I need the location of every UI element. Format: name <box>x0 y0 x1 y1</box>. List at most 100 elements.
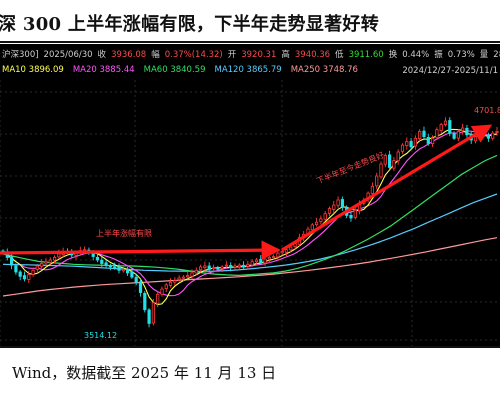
candle-body <box>426 137 430 144</box>
candle-body <box>198 266 203 271</box>
candle-body <box>27 274 31 280</box>
date-range-label: 2024/12/27-2025/11/1 <box>402 66 498 76</box>
candle-body <box>443 120 448 125</box>
candle-body <box>340 199 345 208</box>
first-half-label: 上半年涨幅有限 <box>96 228 152 238</box>
candle-body <box>276 252 280 258</box>
header-field: 振 <box>434 49 443 60</box>
ma60-line <box>2 154 498 277</box>
candle-body <box>370 185 375 194</box>
candle-body <box>491 132 495 139</box>
low-price-label: 3514.12 <box>84 331 117 340</box>
candle-body <box>53 256 57 261</box>
candle-body <box>229 265 233 269</box>
high-price-label: 4701.8 <box>474 106 500 115</box>
candle-body <box>224 264 228 267</box>
candle-body <box>246 263 250 267</box>
candle-body <box>211 267 216 270</box>
candle-body <box>254 259 259 263</box>
candle-body <box>151 302 155 324</box>
header-field: 沪深300] <box>2 49 39 60</box>
candle-body <box>430 137 435 145</box>
ma-legend-item: MA250 3748.76 <box>291 65 358 75</box>
title-bar: 深 300 上半年涨幅有限，下半年走势显著好转 <box>0 0 500 44</box>
ma-legend-item: MA60 3840.59 <box>144 65 206 75</box>
candle-body <box>263 258 267 264</box>
candle-body <box>117 266 121 271</box>
header-field: 2025/06/30 <box>44 50 93 60</box>
candle-body <box>439 124 443 131</box>
candle-body <box>495 131 499 133</box>
candle-body <box>216 267 220 270</box>
figure-title: 深 300 上半年涨幅有限，下半年走势显著好转 <box>0 14 380 35</box>
candle-body <box>422 130 426 137</box>
candle-body <box>104 262 108 266</box>
candle-body <box>267 256 271 260</box>
candle-body <box>392 160 396 169</box>
header-field: 0.73% <box>448 50 475 60</box>
candle-body <box>383 155 387 165</box>
candle-body <box>18 271 22 277</box>
candle-body <box>250 261 254 266</box>
candle-body <box>405 141 409 146</box>
candle-body <box>241 264 246 268</box>
header-field: 开 <box>228 50 237 60</box>
ma120-line <box>2 193 498 272</box>
candle-body <box>400 144 405 152</box>
second-half-label: 下半年至今走势良好 <box>315 150 386 186</box>
candle-body <box>336 199 340 206</box>
candle-body <box>456 131 461 139</box>
candle-body <box>40 262 44 267</box>
candle-body <box>147 309 151 324</box>
candle-body <box>113 266 117 269</box>
candle-body <box>95 256 100 261</box>
candle-body <box>220 266 224 269</box>
candle-body <box>233 265 237 268</box>
candle-body <box>121 268 125 272</box>
ma-legend-item: MA10 3896.09 <box>2 65 64 75</box>
candle-body <box>323 213 327 220</box>
candle-body <box>143 292 147 311</box>
header-field: 3920.31 <box>241 50 276 60</box>
header-field: 3911.60 <box>349 50 384 60</box>
header-field: 3940.36 <box>295 50 330 60</box>
candle-body <box>310 224 314 231</box>
candle-body <box>237 264 241 268</box>
candle-body <box>375 175 379 187</box>
candle-body <box>190 272 194 277</box>
candle-body <box>186 274 190 278</box>
candle-body <box>280 250 284 254</box>
candle-body <box>164 284 168 289</box>
header-field: 2888.9 <box>493 50 500 60</box>
second-half-arrow <box>281 124 493 252</box>
candle-body <box>319 218 323 222</box>
header-field: 收 <box>98 49 107 60</box>
candle-body <box>284 249 289 253</box>
header-field: 高 <box>281 49 290 60</box>
candle-body <box>259 258 263 264</box>
candle-body <box>473 136 478 142</box>
header-field: 0.44% <box>402 50 429 60</box>
candle-body <box>134 277 138 283</box>
candle-body <box>130 271 134 278</box>
candle-body <box>160 288 164 295</box>
candle-body <box>181 276 185 279</box>
candle-body <box>461 127 465 131</box>
candle-body <box>486 135 491 139</box>
ma-legend-item: MA120 3865.79 <box>214 65 281 75</box>
header-field: 0.37%(14.32) <box>165 50 223 60</box>
candle-body <box>100 259 104 264</box>
header-field: 换 <box>389 49 398 60</box>
candle-body <box>413 137 418 147</box>
candle-body <box>353 209 357 218</box>
candle-body <box>44 261 48 264</box>
candle-body <box>9 256 14 266</box>
ma-legend-item: MA20 3885.44 <box>73 65 135 75</box>
header-field: 量 <box>480 50 489 60</box>
candle-body <box>168 281 173 286</box>
candle-body <box>379 163 383 178</box>
candle-body <box>327 208 332 214</box>
candle-body <box>452 133 456 139</box>
candle-body <box>387 154 392 168</box>
header-field: 低 <box>335 49 344 60</box>
